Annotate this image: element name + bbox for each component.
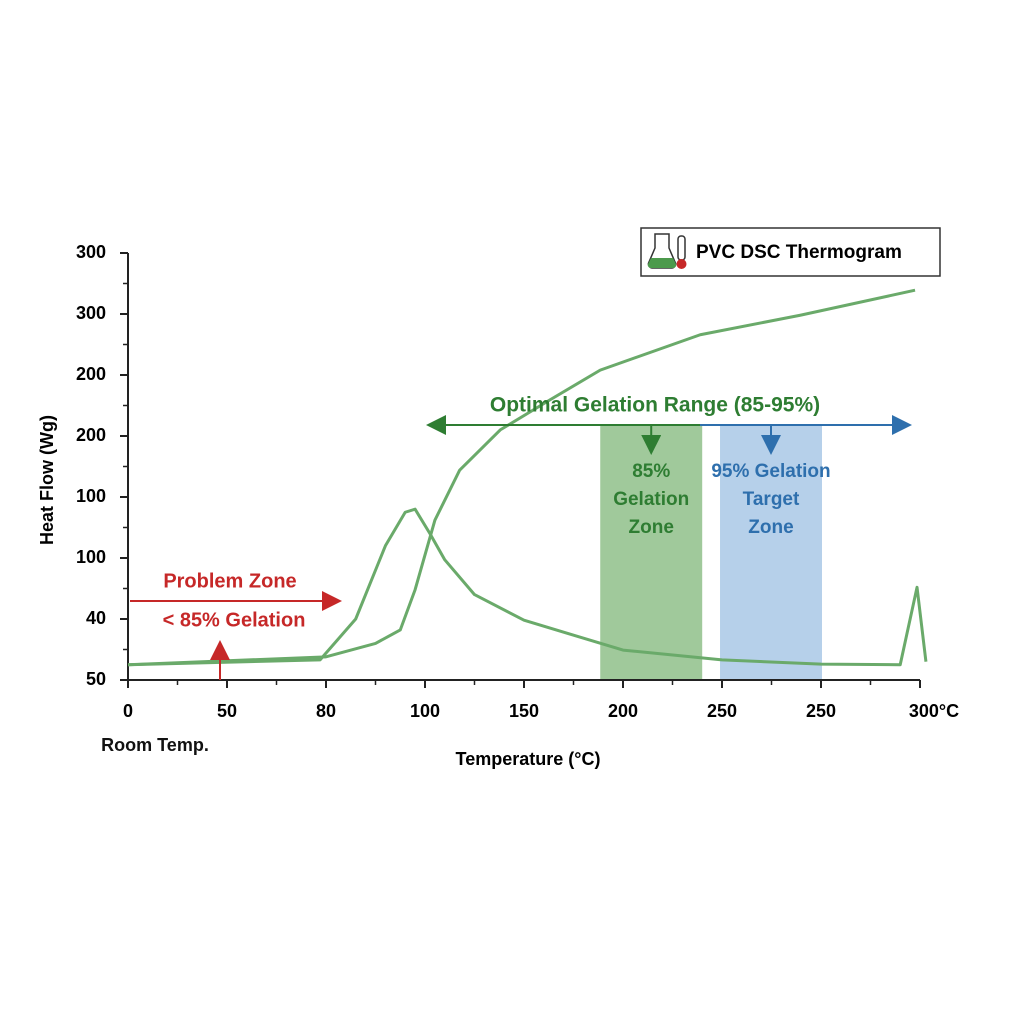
zone-band bbox=[720, 425, 822, 680]
y-tick-label: 200 bbox=[76, 364, 106, 384]
x-tick-label: 200 bbox=[608, 701, 638, 721]
y-tick-label: 200 bbox=[76, 425, 106, 445]
zone-label: 95% Gelation bbox=[711, 461, 830, 482]
legend-title: PVC DSC Thermogram bbox=[696, 242, 902, 263]
annotation: < 85% Gelation bbox=[163, 609, 306, 631]
y-tick-label: 50 bbox=[86, 669, 106, 689]
x-tick-label: 250 bbox=[707, 701, 737, 721]
annotation: Room Temp. bbox=[101, 735, 209, 755]
zone-band bbox=[600, 425, 703, 680]
y-tick-label: 100 bbox=[76, 547, 106, 567]
y-tick-label: 300 bbox=[76, 303, 106, 323]
zone-label: Gelation bbox=[613, 489, 689, 510]
x-tick-label: 100 bbox=[410, 701, 440, 721]
x-tick-label: 80 bbox=[316, 701, 336, 721]
zone-label: Target bbox=[743, 489, 800, 510]
annotation: Optimal Gelation Range (85-95%) bbox=[490, 394, 820, 417]
zone-label: Zone bbox=[629, 517, 674, 538]
zone-label: 85% bbox=[632, 461, 670, 482]
zone-label: Zone bbox=[748, 517, 793, 538]
annotation: Problem Zone bbox=[163, 570, 296, 592]
x-axis-title: Temperature (°C) bbox=[456, 749, 601, 769]
x-tick-label: 250 bbox=[806, 701, 836, 721]
x-tick-label: 50 bbox=[217, 701, 237, 721]
y-tick-label: 40 bbox=[86, 608, 106, 628]
curve bbox=[127, 507, 928, 667]
curve bbox=[127, 288, 916, 667]
y-tick-label: 100 bbox=[76, 486, 106, 506]
x-tick-label: 150 bbox=[509, 701, 539, 721]
y-tick-label: 300 bbox=[76, 242, 106, 262]
x-tick-label: 300°C bbox=[909, 701, 959, 721]
x-tick-label: 0 bbox=[123, 701, 133, 721]
legend-box: PVC DSC Thermogram bbox=[640, 227, 941, 277]
y-axis-title: Heat Flow (Wg) bbox=[37, 415, 57, 545]
